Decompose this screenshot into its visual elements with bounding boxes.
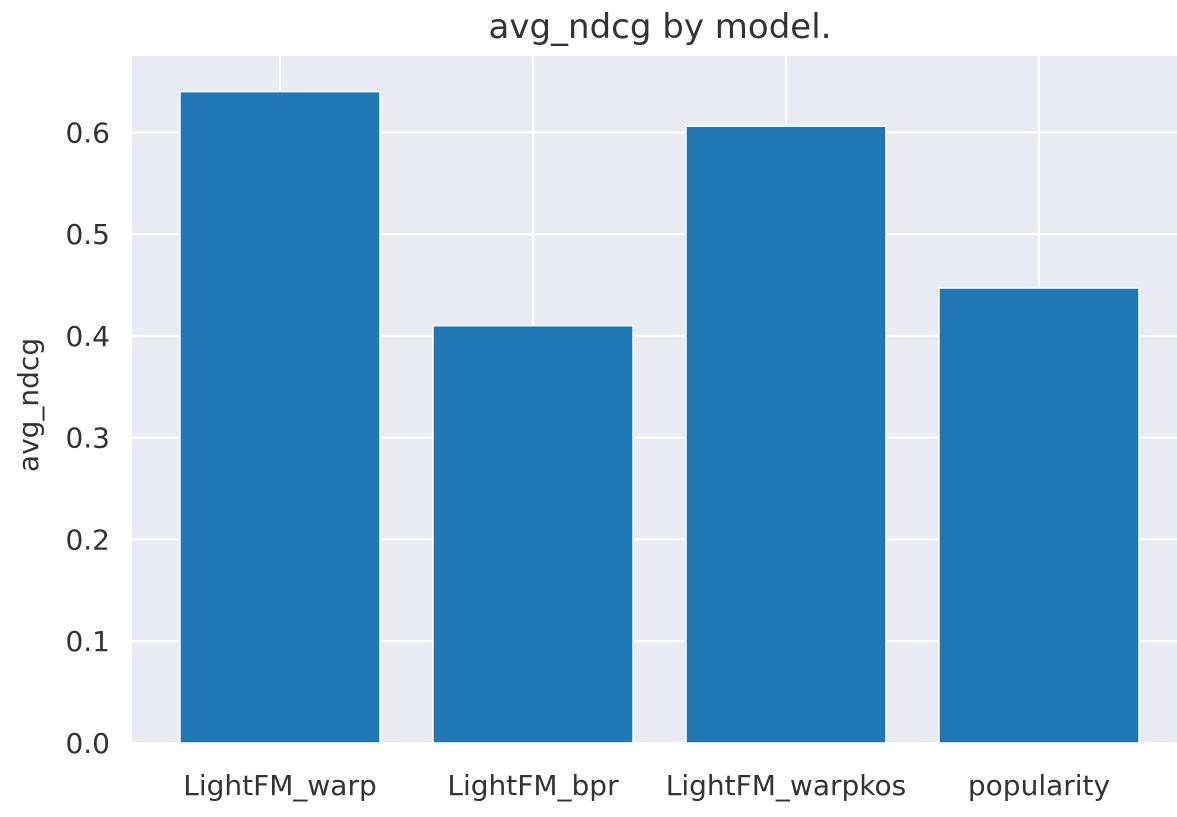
y-tick-label: 0.3 [65,422,110,455]
y-tick-label: 0.0 [65,727,110,760]
bar-popularity [938,287,1140,744]
bar-LightFM_warp [179,90,381,744]
chart-title: avg_ndcg by model. [489,7,832,47]
y-tick-label: 0.1 [65,625,110,658]
bars [179,90,1140,744]
x-tick-labels: LightFM_warp LightFM_bpr LightFM_warpkos po… [183,769,1110,802]
x-tick-label: LightFM_warpkos [666,769,906,802]
y-axis-label: avg_ndcg [12,338,45,472]
x-tick-label: LightFM_bpr [447,769,619,802]
y-tick-label: 0.5 [65,218,110,251]
y-tick-label: 0.2 [65,523,110,556]
y-tick-labels: 0.0 0.1 0.2 0.3 0.4 0.5 0.6 [65,116,110,760]
y-tick-label: 0.6 [65,116,110,149]
x-tick-label: popularity [968,769,1110,802]
bar-LightFM_bpr [432,324,634,744]
bar-LightFM_warpkos [685,125,887,744]
x-tick-label: LightFM_warp [183,769,376,802]
y-tick-label: 0.4 [65,320,110,353]
